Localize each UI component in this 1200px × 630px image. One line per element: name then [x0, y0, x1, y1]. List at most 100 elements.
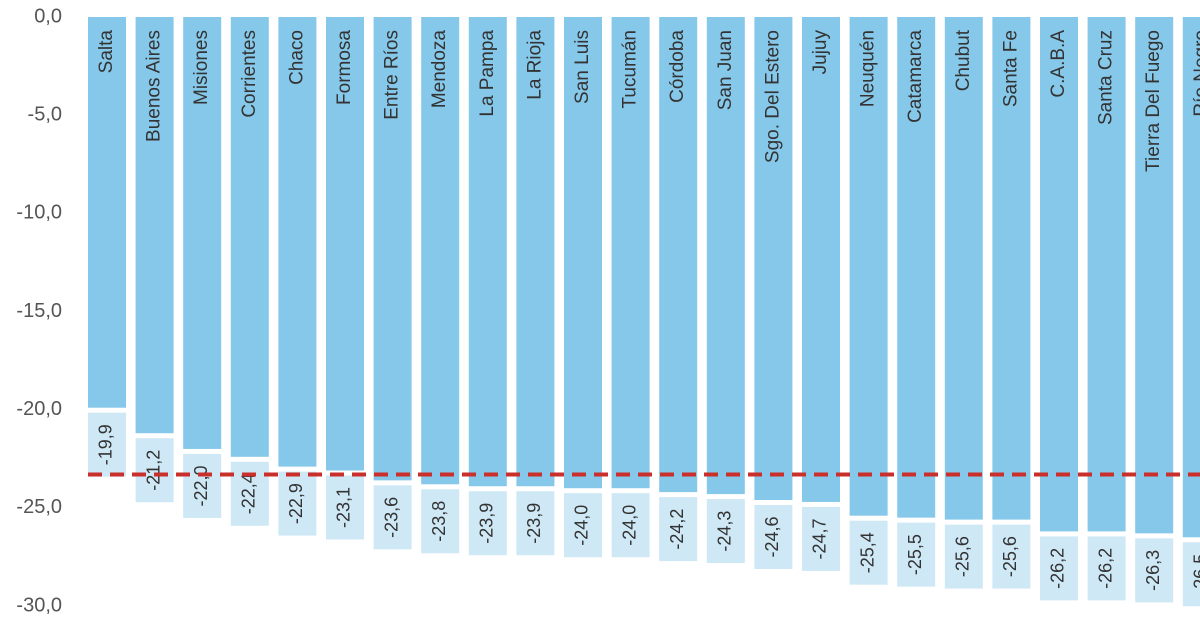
bar: [944, 17, 983, 520]
value-label: -24,6: [762, 516, 782, 557]
value-label-box: [849, 520, 888, 585]
category-label: Sgo. Del Estero: [762, 30, 783, 163]
y-tick-label: -10,0: [16, 202, 62, 224]
bar: [659, 17, 698, 493]
category-label: Chubut: [953, 29, 974, 91]
category-label: Jujuy: [810, 30, 831, 75]
category-label: Entre Ríos: [382, 30, 403, 120]
bar: [706, 17, 745, 495]
value-label-box: [373, 485, 412, 550]
category-label: Córdoba: [667, 30, 688, 103]
value-label: -19,9: [96, 424, 116, 465]
value-label: -23,1: [334, 487, 354, 528]
value-label: -26,5: [1191, 554, 1200, 595]
value-label-box: [1182, 542, 1200, 607]
value-label-box: [230, 461, 269, 526]
value-label-box: [516, 491, 555, 556]
category-label: C.A.B.A: [1048, 30, 1069, 98]
bar: [135, 17, 174, 434]
value-label-box: [897, 522, 936, 587]
category-label: Tucumán: [620, 30, 641, 109]
category-label: Misiones: [191, 30, 212, 105]
value-label-box: [183, 453, 222, 518]
category-label: Formosa: [334, 30, 355, 105]
value-label-box: [1135, 538, 1174, 603]
y-tick-label: 0,0: [34, 5, 62, 27]
y-tick-label: -15,0: [16, 300, 62, 322]
value-label: -24,0: [619, 505, 639, 546]
category-label: Salta: [96, 30, 117, 74]
category-label: Chaco: [286, 30, 307, 85]
value-label-box: [468, 491, 507, 556]
category-label: San Luis: [572, 30, 593, 104]
y-tick-label: -25,0: [16, 496, 62, 518]
value-label-box: [326, 475, 364, 540]
value-label-box: [754, 504, 793, 569]
category-label: Mendoza: [429, 30, 450, 109]
value-label-box: [706, 499, 745, 564]
value-label-box: [421, 489, 460, 554]
bar: [278, 17, 317, 467]
value-label-box: [944, 524, 983, 589]
bar: [1087, 17, 1126, 532]
value-label: -24,0: [572, 505, 592, 546]
value-label: -22,0: [191, 465, 211, 506]
bar: [516, 17, 555, 487]
value-label-box: [802, 506, 840, 571]
category-label: Río Negro: [1191, 30, 1200, 117]
category-label: Buenos Aires: [144, 30, 165, 142]
bar: [754, 17, 793, 500]
bar: [1040, 17, 1078, 532]
value-label-box: [88, 412, 126, 477]
bar: [897, 17, 936, 518]
y-tick-label: -5,0: [28, 103, 62, 125]
category-label: Catamarca: [905, 30, 926, 123]
bar: [564, 17, 602, 489]
bar: [1135, 17, 1174, 534]
value-label: -25,5: [905, 534, 925, 575]
value-label-box: [135, 438, 174, 503]
category-label: Corrientes: [239, 30, 260, 118]
value-label: -26,2: [1048, 548, 1068, 589]
bar: [802, 17, 840, 502]
category-label: San Juan: [715, 30, 736, 110]
value-label: -26,2: [1095, 548, 1115, 589]
bar: [992, 17, 1031, 520]
value-label: -23,9: [524, 503, 544, 544]
bar: [849, 17, 888, 516]
value-label-box: [992, 524, 1031, 589]
value-label: -24,2: [667, 509, 687, 550]
value-label: -23,9: [477, 503, 497, 544]
bar: [421, 17, 460, 485]
value-label: -25,4: [857, 532, 877, 573]
value-label-box: [611, 493, 650, 558]
value-label: -24,3: [715, 511, 735, 552]
value-label: -23,8: [429, 501, 449, 542]
bar: [1182, 17, 1200, 538]
bar: [183, 17, 222, 449]
value-label: -23,6: [381, 497, 401, 538]
category-label: La Rioja: [524, 30, 545, 100]
value-label-box: [659, 497, 698, 562]
bar: [611, 17, 650, 489]
value-label: -22,4: [239, 473, 259, 514]
bar: [468, 17, 507, 487]
bar: [230, 17, 269, 457]
y-tick-label: -20,0: [16, 398, 62, 420]
value-label-box: [1040, 536, 1078, 601]
value-label-box: [564, 493, 602, 558]
value-label: -26,3: [1143, 550, 1163, 591]
value-label: -24,7: [810, 518, 830, 559]
value-label-box: [1087, 536, 1126, 601]
bar: [373, 17, 412, 481]
bar: [88, 17, 126, 408]
y-tick-label: -30,0: [16, 594, 62, 616]
value-label: -25,6: [1000, 536, 1020, 577]
category-label: Neuquén: [858, 30, 879, 107]
value-label: -25,6: [953, 536, 973, 577]
category-label: Santa Fe: [1000, 30, 1021, 107]
category-label: Santa Cruz: [1096, 30, 1117, 125]
category-label: Tierra Del Fuego: [1143, 30, 1164, 172]
